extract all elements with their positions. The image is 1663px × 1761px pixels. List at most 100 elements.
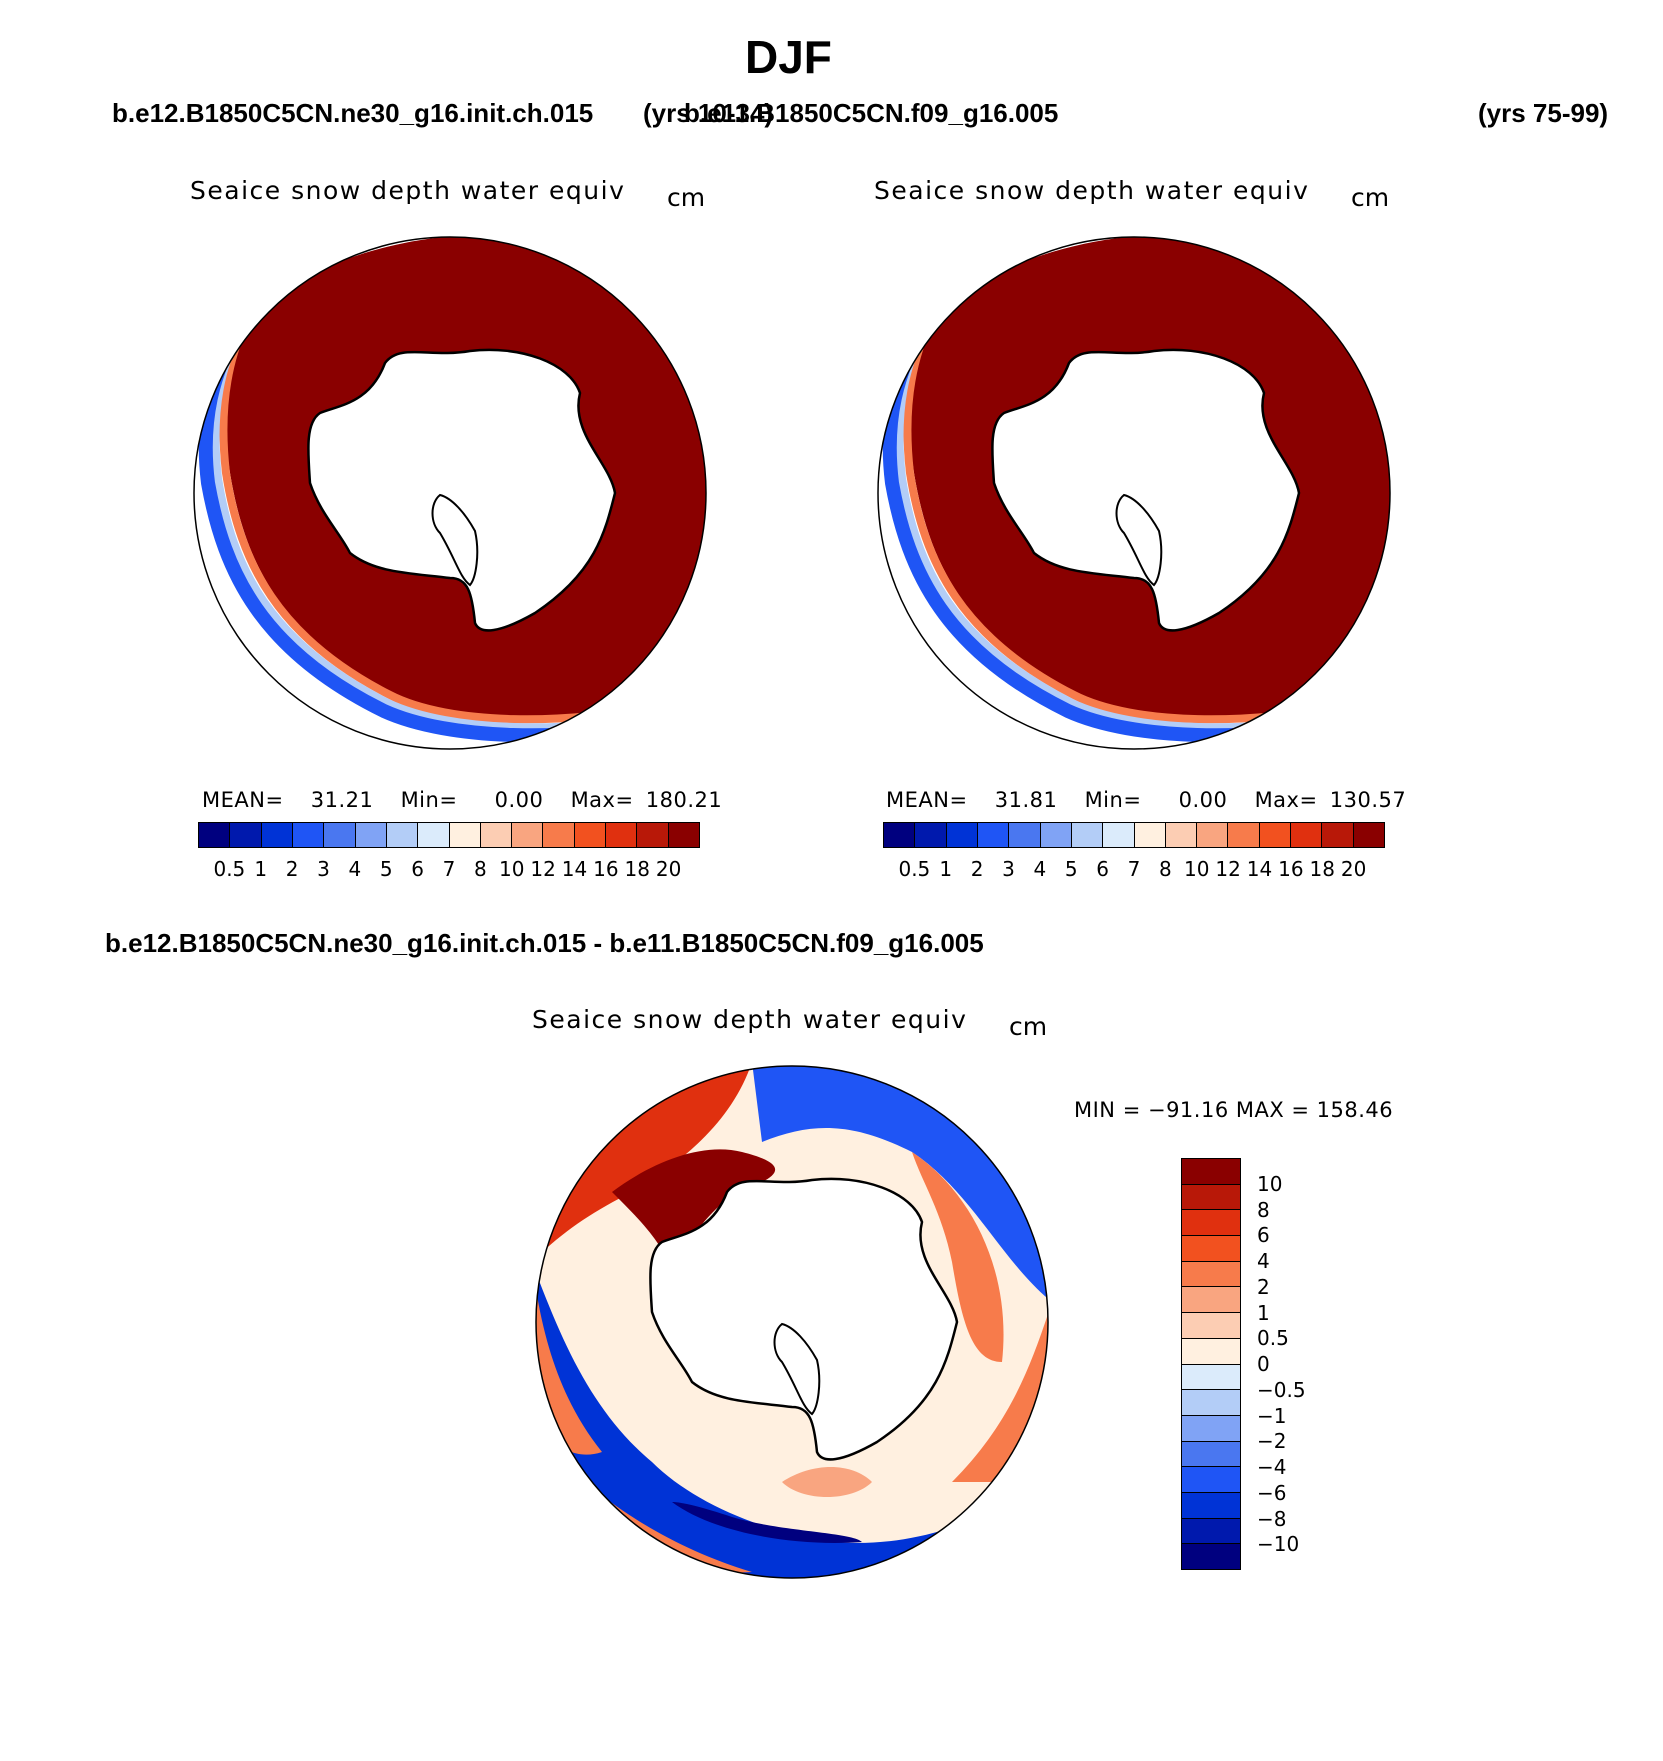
colorbar-swatch — [386, 823, 419, 847]
colorbar-swatch — [1291, 823, 1323, 847]
case2-name: b.e11.B1850C5CN.f09_g16.005 — [684, 98, 1059, 128]
colorbar-label: 1 — [939, 857, 953, 881]
colorbar-label: 10 — [1184, 857, 1210, 881]
colorbar-label: 6 — [1096, 857, 1109, 881]
colorbar-swatch — [1353, 823, 1384, 847]
colorbar-swatch — [1182, 1184, 1240, 1211]
colorbar-label: 12 — [1215, 857, 1241, 881]
colorbar-label: −6 — [1257, 1480, 1287, 1505]
colorbar-label: −1 — [1257, 1403, 1287, 1428]
colorbar-label: 7 — [1127, 857, 1141, 881]
colorbar-swatch — [1322, 823, 1354, 847]
colorbar-swatch — [1182, 1364, 1240, 1391]
colorbar-swatch — [977, 823, 1010, 847]
colorbar-swatch — [1182, 1467, 1240, 1493]
colorbar-label: 12 — [530, 857, 556, 881]
colorbar-label: 8 — [1257, 1197, 1270, 1222]
colorbar-label: −2 — [1257, 1429, 1287, 1454]
colorbar-swatch — [418, 823, 450, 847]
panel2-colorbar — [883, 822, 1385, 848]
colorbar-label: 1 — [254, 857, 268, 881]
colorbar-label: 7 — [442, 857, 456, 881]
colorbar-swatch — [449, 823, 481, 847]
panel2-max: 130.57 — [1329, 788, 1407, 812]
colorbar-swatch — [480, 823, 513, 847]
colorbar-label: −0.5 — [1257, 1377, 1306, 1402]
diff-map — [535, 1065, 1049, 1579]
colorbar-label: 6 — [1257, 1223, 1270, 1248]
colorbar-swatch — [1182, 1313, 1240, 1339]
colorbar-label: 16 — [593, 857, 619, 881]
colorbar-label: 2 — [1257, 1274, 1270, 1299]
panel2-mean-label: MEAN= — [886, 788, 968, 812]
panel1-units: cm — [667, 183, 706, 212]
colorbar-swatch — [1165, 823, 1198, 847]
colorbar-swatch — [1197, 823, 1229, 847]
colorbar-swatch — [1182, 1390, 1240, 1416]
season-title: DJF — [745, 31, 832, 83]
colorbar-swatch — [1182, 1518, 1240, 1545]
diff-minmax: MIN = −91.16 MAX = 158.46 — [1074, 1098, 1394, 1122]
colorbar-label: 0.5 — [1257, 1326, 1289, 1351]
diff-colorbar — [1181, 1158, 1241, 1570]
colorbar-label: 3 — [1002, 857, 1015, 881]
case1-name: b.e12.B1850C5CN.ne30_g16.init.ch.015 — [112, 98, 594, 128]
colorbar-label: 0.5 — [213, 857, 246, 881]
panel1-stats: MEAN= 31.21 Min= 0.00 Max= 180.21 — [202, 788, 722, 812]
diff-title: Seaice snow depth water equiv — [532, 1005, 968, 1034]
case1-years: (yrs 10-34) — [643, 98, 774, 128]
colorbar-swatch — [230, 823, 262, 847]
panel1-mean: 31.21 — [310, 788, 374, 812]
colorbar-swatch — [1259, 823, 1292, 847]
panel1-max: 180.21 — [645, 788, 723, 812]
colorbar-swatch — [1182, 1236, 1240, 1262]
colorbar-label: 4 — [1257, 1249, 1270, 1273]
colorbar-label: 5 — [1064, 857, 1078, 881]
colorbar-swatch — [1040, 823, 1072, 847]
colorbar-swatch — [543, 823, 575, 847]
colorbar-swatch — [324, 823, 356, 847]
colorbar-label: 18 — [1309, 857, 1335, 881]
colorbar-label: 8 — [474, 857, 487, 881]
diff-units: cm — [1009, 1012, 1048, 1041]
colorbar-swatch — [574, 823, 607, 847]
colorbar-label: 20 — [1340, 857, 1367, 881]
colorbar-label: 4 — [1033, 857, 1047, 881]
colorbar-label: 2 — [970, 857, 984, 881]
colorbar-label: 0 — [1257, 1352, 1270, 1376]
colorbar-label: 10 — [499, 857, 525, 881]
colorbar-swatch — [637, 823, 669, 847]
colorbar-label: −10 — [1257, 1532, 1300, 1557]
colorbar-label: 5 — [379, 857, 393, 881]
colorbar-label: 14 — [1246, 857, 1273, 881]
panel1-max-label: Max= — [570, 788, 634, 812]
colorbar-label: 18 — [624, 857, 650, 881]
colorbar-swatch — [884, 823, 916, 847]
colorbar-swatch — [292, 823, 325, 847]
panel2-min-label: Min= — [1084, 788, 1142, 812]
panel1-title: Seaice snow depth water equiv — [190, 176, 626, 205]
colorbar-label: 3 — [317, 857, 330, 881]
colorbar-swatch — [512, 823, 544, 847]
colorbar-swatch — [606, 823, 638, 847]
colorbar-swatch — [668, 823, 699, 847]
panel2-stats: MEAN= 31.81 Min= 0.00 Max= 130.57 — [886, 788, 1406, 812]
case2-years: (yrs 75-99) — [1478, 98, 1609, 128]
colorbar-label: 10 — [1257, 1171, 1283, 1196]
panel1-colorbar-labels: 0.5 1 2 3 4 5 6 7 8 10 12 14 16 18 20 — [198, 857, 700, 883]
colorbar-label: 16 — [1278, 857, 1304, 881]
colorbar-label: 0.5 — [898, 857, 931, 881]
colorbar-swatch — [1182, 1287, 1240, 1314]
colorbar-swatch — [1182, 1210, 1240, 1237]
panel2-mean: 31.81 — [994, 788, 1058, 812]
colorbar-swatch — [1182, 1159, 1240, 1185]
panel1-min-label: Min= — [400, 788, 458, 812]
colorbar-swatch — [1134, 823, 1166, 847]
colorbar-label: 20 — [655, 857, 682, 881]
colorbar-swatch — [1071, 823, 1104, 847]
colorbar-label: −4 — [1257, 1455, 1287, 1479]
colorbar-swatch — [261, 823, 293, 847]
colorbar-swatch — [355, 823, 387, 847]
colorbar-label: 14 — [561, 857, 588, 881]
panel2-colorbar-labels: 0.5 1 2 3 4 5 6 7 8 10 12 14 16 18 20 — [883, 857, 1385, 883]
